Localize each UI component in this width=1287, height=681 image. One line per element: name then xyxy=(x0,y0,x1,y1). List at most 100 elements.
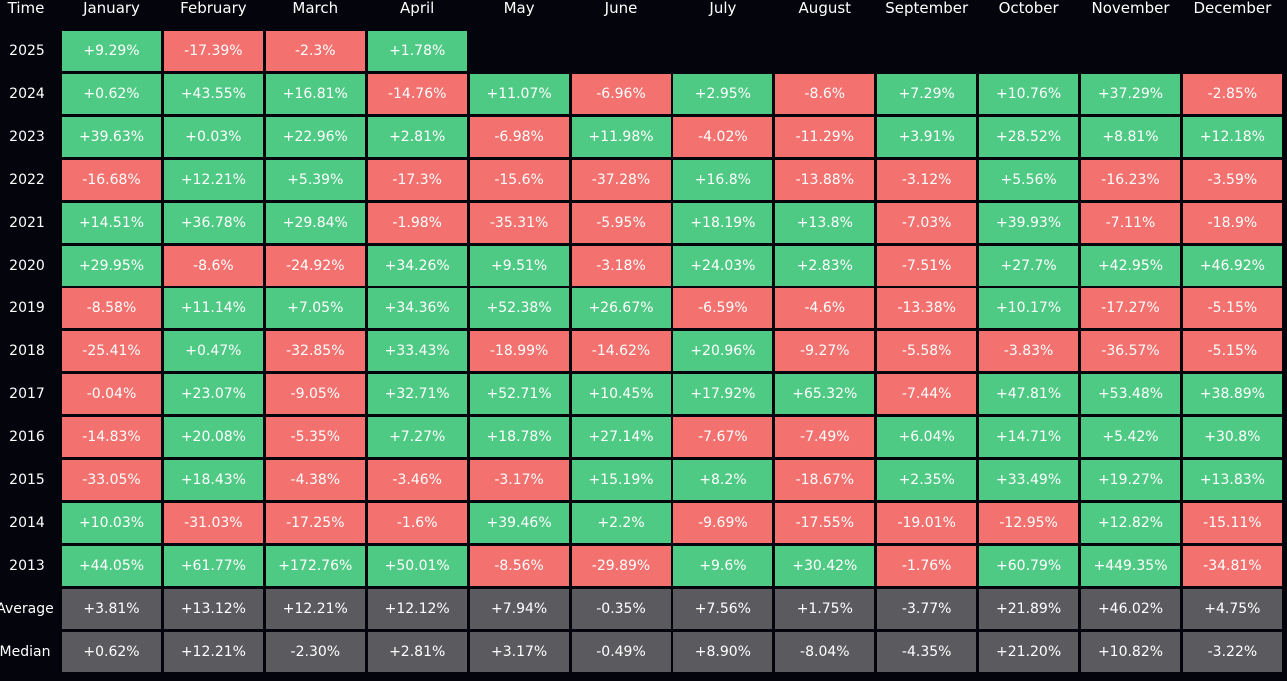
cell-2023-july: -4.02% xyxy=(673,116,773,157)
cell-2018-november: -36.57% xyxy=(1081,331,1180,372)
cell-2014-march: -17.25% xyxy=(265,502,365,543)
cell-2023-may: -6.98% xyxy=(469,116,569,157)
cell-2014-january: +10.03% xyxy=(62,502,161,543)
cell-2019-february: +11.14% xyxy=(163,288,263,329)
cell-2015-april: -3.46% xyxy=(367,460,467,500)
cell-average-june: -0.35% xyxy=(571,588,671,629)
cell-median-november: +10.82% xyxy=(1081,631,1180,672)
cell-2024-august: -8.6% xyxy=(775,73,875,114)
cell-2023-august: -11.29% xyxy=(775,116,875,157)
cell-2014-september: -19.01% xyxy=(877,502,977,543)
cell-2013-september: -1.76% xyxy=(877,545,977,586)
cell-2024-may: +11.07% xyxy=(469,73,569,114)
cell-2024-july: +2.95% xyxy=(673,73,773,114)
cell-2013-february: +61.77% xyxy=(163,545,263,586)
row-label-2025: 2025 xyxy=(9,43,45,59)
cell-2020-july: +24.03% xyxy=(673,245,773,286)
cell-average-july: +7.56% xyxy=(673,588,773,629)
header-august: August xyxy=(798,0,852,17)
cell-2024-january: +0.62% xyxy=(62,73,161,114)
cell-2019-august: -4.6% xyxy=(775,288,875,329)
cell-2020-april: +34.26% xyxy=(367,245,467,286)
cell-2023-december: +12.18% xyxy=(1182,116,1282,157)
cell-2021-march: +29.84% xyxy=(265,202,365,243)
cell-2019-december: -5.15% xyxy=(1182,288,1282,329)
cell-2023-april: +2.81% xyxy=(367,116,467,157)
cell-2014-may: +39.46% xyxy=(469,502,569,543)
cell-2020-march: -24.92% xyxy=(265,245,365,286)
cell-2014-november: +12.82% xyxy=(1081,502,1180,543)
cell-2025-march: -2.3% xyxy=(265,31,365,71)
cell-2017-august: +65.32% xyxy=(775,374,875,415)
cell-2022-may: -15.6% xyxy=(469,159,569,200)
cell-2014-december: -15.11% xyxy=(1182,502,1282,543)
cell-average-january: +3.81% xyxy=(62,588,161,629)
cell-2019-may: +52.38% xyxy=(469,288,569,329)
cell-2016-october: +14.71% xyxy=(979,417,1079,458)
cell-2021-july: +18.19% xyxy=(673,202,773,243)
cell-average-april: +12.12% xyxy=(367,588,467,629)
cell-2013-july: +9.6% xyxy=(673,545,773,586)
cell-2018-july: +20.96% xyxy=(673,331,773,372)
row-label-2022: 2022 xyxy=(9,171,45,188)
cell-2017-february: +23.07% xyxy=(163,374,263,415)
cell-2020-february: -8.6% xyxy=(163,245,263,286)
cell-2024-september: +7.29% xyxy=(877,73,977,114)
row-label-2013: 2013 xyxy=(9,557,45,574)
header-december: December xyxy=(1193,0,1272,17)
cell-2015-december: +13.83% xyxy=(1182,460,1282,500)
cell-median-june: -0.49% xyxy=(571,631,671,672)
cell-2016-august: -7.49% xyxy=(775,417,875,458)
cell-2017-june: +10.45% xyxy=(571,374,671,415)
cell-2019-june: +26.67% xyxy=(571,288,671,329)
cell-2021-february: +36.78% xyxy=(163,202,263,243)
cell-2021-december: -18.9% xyxy=(1182,202,1282,243)
cell-2023-march: +22.96% xyxy=(265,116,365,157)
cell-2018-october: -3.83% xyxy=(979,331,1079,372)
cell-2019-january: -8.58% xyxy=(62,288,161,329)
cell-2013-may: -8.56% xyxy=(469,545,569,586)
cell-2018-march: -32.85% xyxy=(265,331,365,372)
cell-2015-july: +8.2% xyxy=(673,460,773,500)
row-label-2024: 2024 xyxy=(9,85,45,102)
cell-2018-december: -5.15% xyxy=(1182,331,1282,372)
row-label-2023: 2023 xyxy=(9,128,45,145)
cell-2017-march: -9.05% xyxy=(265,374,365,415)
header-february: February xyxy=(180,0,247,17)
cell-2017-september: -7.44% xyxy=(877,374,977,415)
cell-2022-december: -3.59% xyxy=(1182,159,1282,200)
cell-2015-august: -18.67% xyxy=(775,460,875,500)
cell-2022-february: +12.21% xyxy=(163,159,263,200)
cell-2013-october: +60.79% xyxy=(979,545,1079,586)
cell-2018-september: -5.58% xyxy=(877,331,977,372)
cell-2022-august: -13.88% xyxy=(775,159,875,200)
cell-2020-october: +27.7% xyxy=(979,245,1079,286)
cell-2017-may: +52.71% xyxy=(469,374,569,415)
header-time: Time xyxy=(7,0,45,17)
cell-2018-june: -14.62% xyxy=(571,331,671,372)
cell-median-april: +2.81% xyxy=(367,631,467,672)
cell-2013-march: +172.76% xyxy=(265,545,365,586)
cell-2016-january: -14.83% xyxy=(62,417,161,458)
cell-2021-november: -7.11% xyxy=(1081,202,1180,243)
cell-2022-january: -16.68% xyxy=(62,159,161,200)
cell-2016-february: +20.08% xyxy=(163,417,263,458)
row-label-2021: 2021 xyxy=(9,214,45,231)
cell-median-august: -8.04% xyxy=(775,631,875,672)
header-september: September xyxy=(885,0,969,17)
cell-2017-december: +38.89% xyxy=(1182,374,1282,415)
cell-2013-november: +449.35% xyxy=(1081,545,1180,586)
cell-median-february: +12.21% xyxy=(163,631,263,672)
cell-2016-september: +6.04% xyxy=(877,417,977,458)
cell-2021-october: +39.93% xyxy=(979,202,1079,243)
cell-2025-february: -17.39% xyxy=(163,31,263,71)
cell-2015-november: +19.27% xyxy=(1081,460,1180,500)
cell-average-november: +46.02% xyxy=(1081,588,1180,629)
cell-2014-august: -17.55% xyxy=(775,502,875,543)
cell-2022-june: -37.28% xyxy=(571,159,671,200)
cell-median-december: -3.22% xyxy=(1182,631,1282,672)
cell-2014-february: -31.03% xyxy=(163,502,263,543)
cell-2017-july: +17.92% xyxy=(673,374,773,415)
cell-2022-november: -16.23% xyxy=(1081,159,1180,200)
